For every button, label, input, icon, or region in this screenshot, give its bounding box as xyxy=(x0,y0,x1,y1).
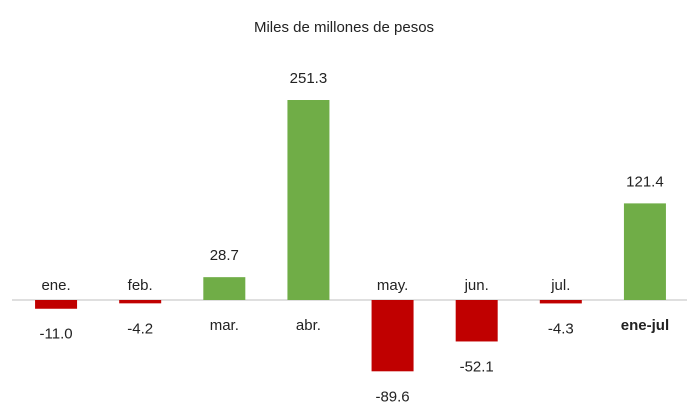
category-label: jun. xyxy=(464,277,489,294)
bar xyxy=(455,300,498,342)
value-label: -89.6 xyxy=(375,388,409,405)
category-label: ene. xyxy=(41,277,70,294)
bar xyxy=(623,203,666,300)
category-label: feb. xyxy=(128,277,153,294)
category-label: abr. xyxy=(296,317,321,334)
chart-title: Miles de millones de pesos xyxy=(254,19,434,36)
category-label: mar. xyxy=(210,317,239,334)
value-label: 251.3 xyxy=(290,70,328,87)
value-label: 28.7 xyxy=(210,247,239,264)
bar xyxy=(287,100,330,300)
bar xyxy=(371,300,414,372)
bar xyxy=(203,277,246,300)
category-label: jul. xyxy=(550,277,570,294)
bar xyxy=(119,300,162,304)
category-label: ene-jul xyxy=(621,317,669,334)
value-label: -52.1 xyxy=(460,358,494,375)
value-label: -4.2 xyxy=(127,320,153,337)
bar xyxy=(35,300,78,309)
bar xyxy=(539,300,582,304)
value-label: 121.4 xyxy=(626,173,664,190)
value-label: -11.0 xyxy=(40,326,73,343)
category-label: may. xyxy=(377,277,408,294)
value-label: -4.3 xyxy=(548,320,574,337)
